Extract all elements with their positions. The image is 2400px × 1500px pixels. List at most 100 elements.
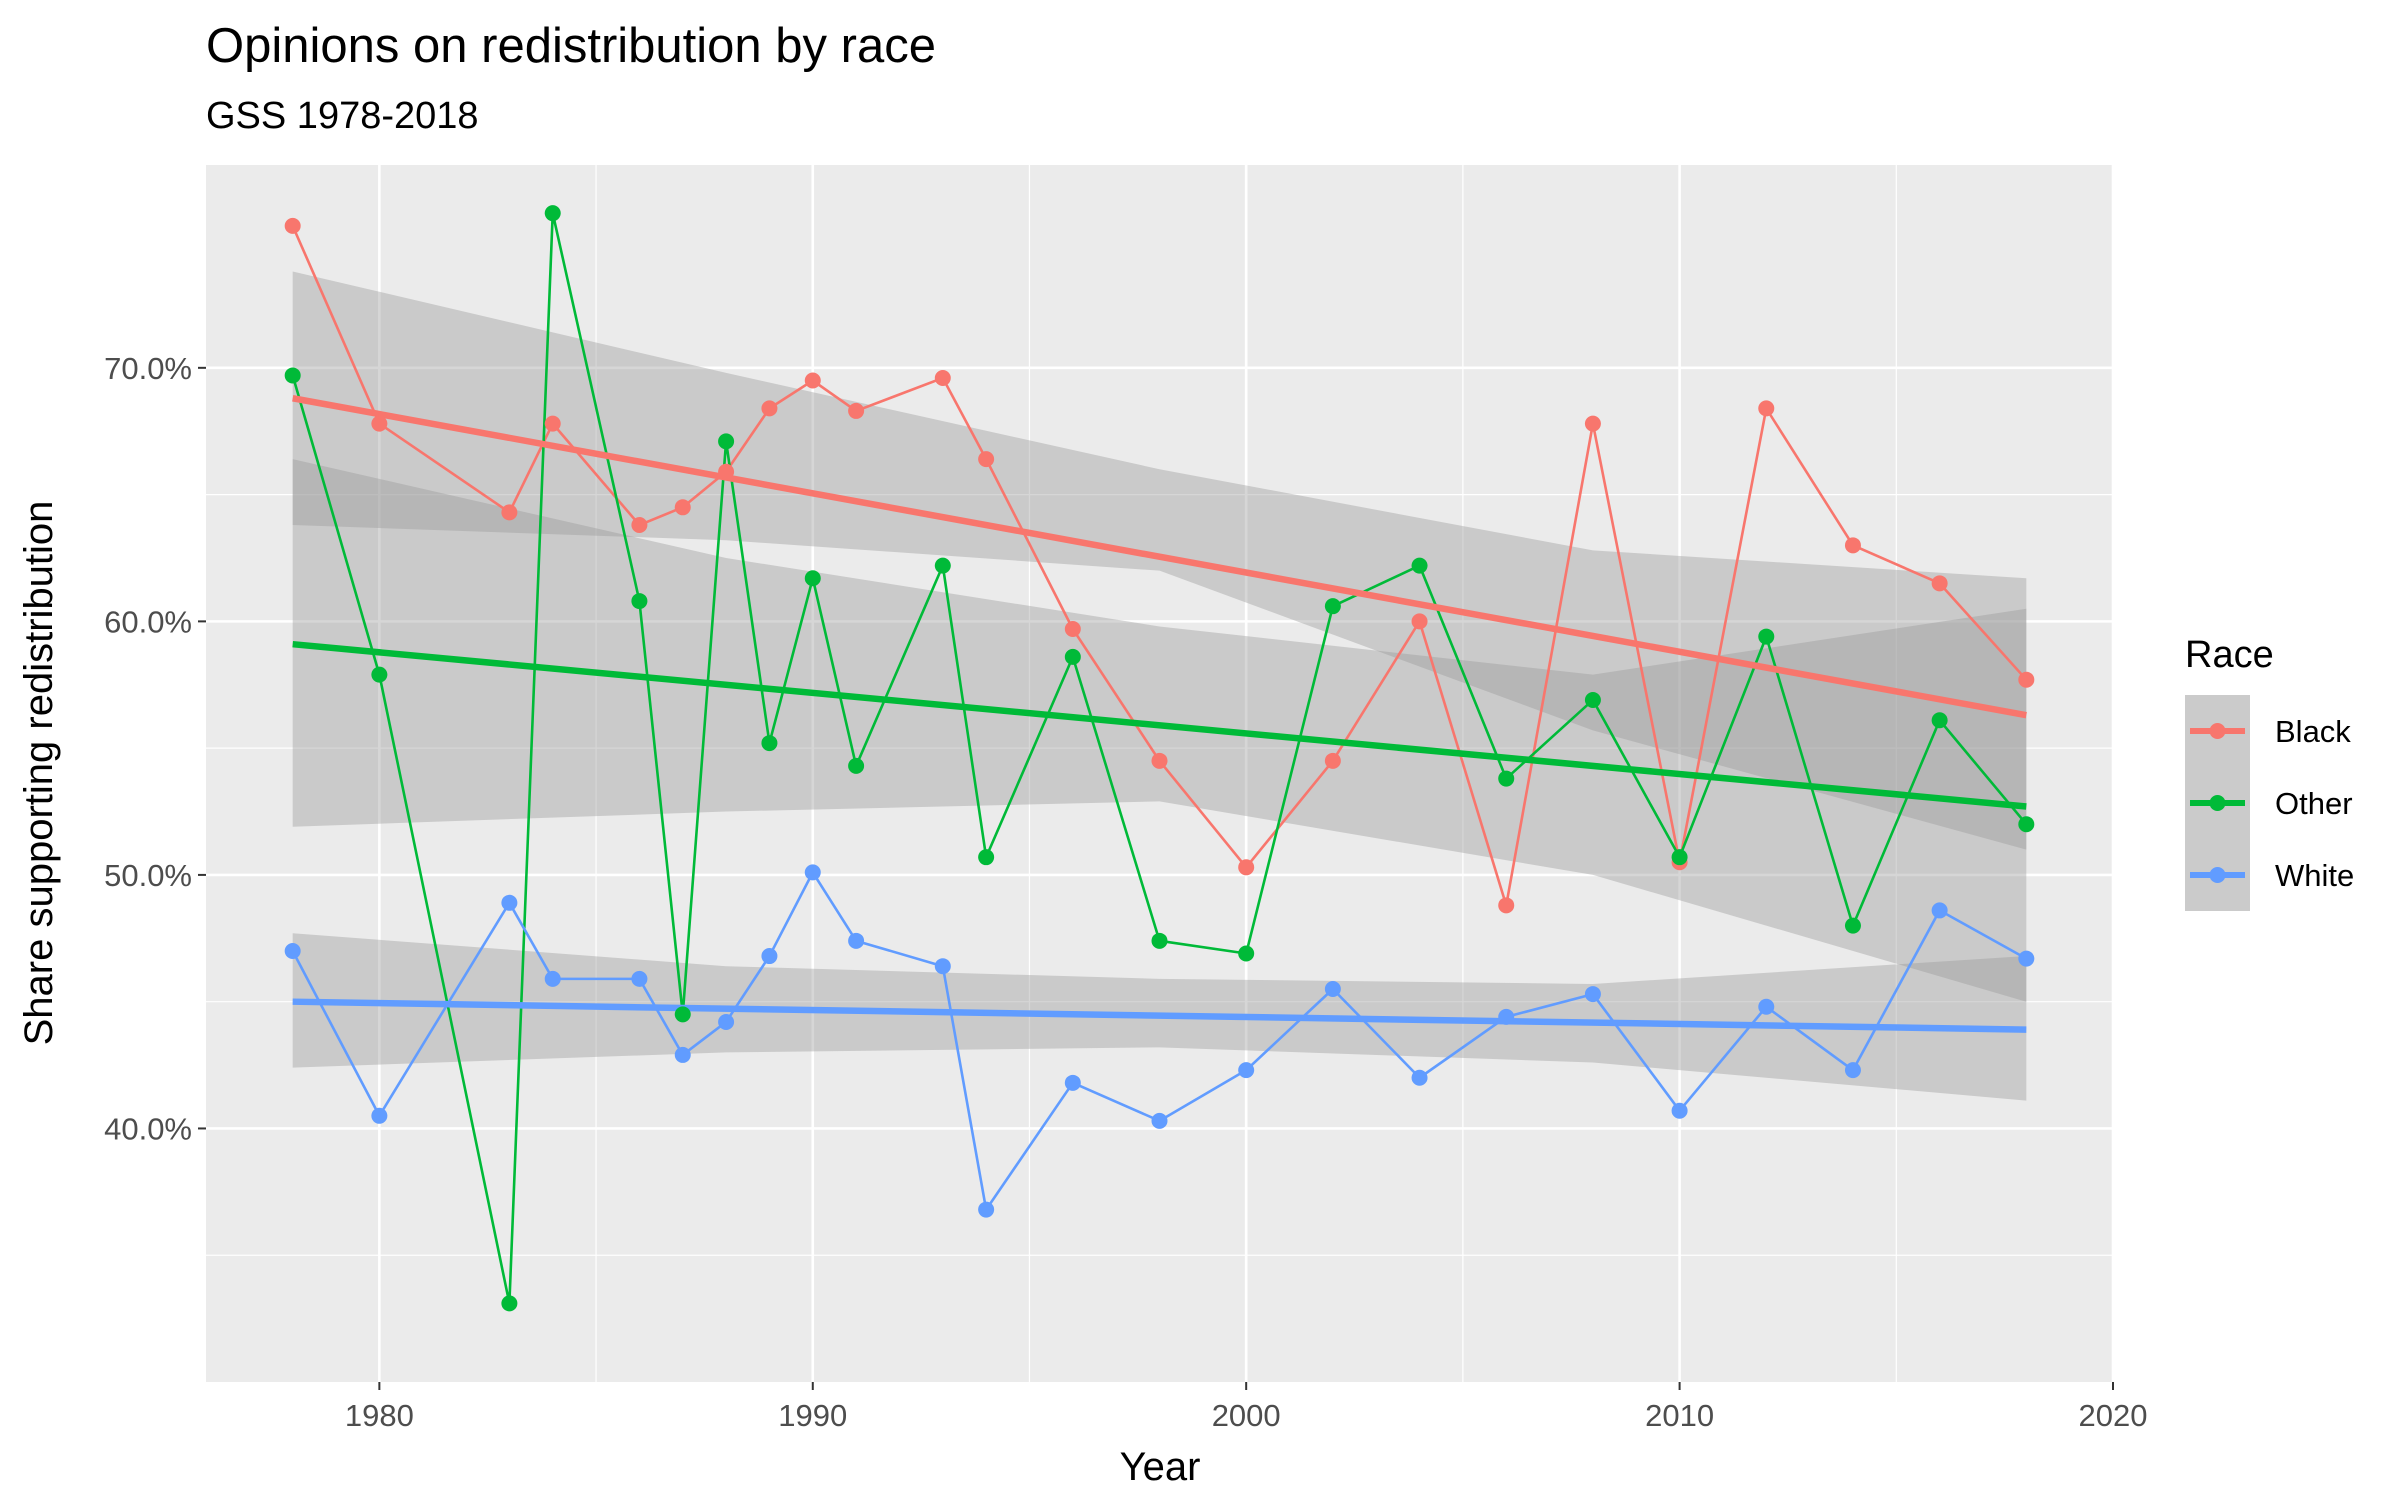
data-point-other [1498,770,1515,787]
data-point-white [1758,998,1775,1015]
data-point-other [761,735,778,752]
data-point-black [544,415,561,432]
data-point-black [1238,859,1255,876]
data-point-white [1324,981,1341,998]
data-point-other [1844,917,1861,934]
data-point-white [1844,1062,1861,1079]
data-point-white [1064,1074,1081,1091]
data-point-black [1931,575,1948,592]
data-point-white [371,1107,388,1124]
legend-items: Black Other White [2185,695,2354,911]
legend-item-other: Other [2185,767,2353,839]
data-point-black [631,517,648,534]
data-point-other [848,757,865,774]
confidence-band-other [292,459,2027,1002]
trend-line-black [292,395,2027,719]
chart-title: Opinions on redistribution by race [206,19,936,73]
x-tick-label: 1990 [778,1398,847,1433]
data-point-white [674,1046,691,1063]
legend-label: White [2275,858,2354,893]
data-point-white [804,864,821,881]
data-point-other [284,367,301,384]
data-point-other [1931,712,1948,729]
x-axis-title: Year [1120,1445,1201,1489]
series-lines [291,211,2028,1305]
x-tick-label: 2020 [2079,1398,2148,1433]
data-point-black [934,369,951,386]
data-point-black [978,451,995,468]
data-point-white [1584,986,1601,1003]
data-point-black [761,400,778,417]
data-point-white [848,932,865,949]
data-point-black [1324,752,1341,769]
data-point-black [1584,415,1601,432]
data-point-white [1151,1112,1168,1129]
series-line-black [291,225,2028,907]
data-point-other [1584,691,1601,708]
trend-line-white [292,998,2027,1033]
data-point-black [1151,752,1168,769]
y-tick-label: 50.0% [104,858,192,893]
trend-line-other [292,640,2027,810]
y-tick-label: 40.0% [104,1111,192,1146]
data-point-white [501,894,518,911]
data-point-black [1758,400,1775,417]
data-point-black [674,499,691,516]
data-point-other [1758,628,1775,645]
axes: 1980 1990 2000 2010 2020 40.0% 50.0% 60.0% 70.0% [104,351,2147,1433]
data-point-other [978,849,995,866]
data-point-other [934,557,951,574]
series-line-white [291,871,2027,1211]
data-point-white [1498,1008,1515,1025]
series-line-other [291,211,2028,1305]
data-point-white [544,970,561,987]
data-point-white [934,958,951,975]
series-points [284,205,2035,1312]
chart-subtitle: GSS 1978-2018 [206,95,479,137]
y-tick-label: 70.0% [104,351,192,386]
data-point-black [371,415,388,432]
x-tick-label: 1980 [345,1398,414,1433]
data-point-white [978,1201,995,1218]
data-point-white [284,942,301,959]
data-point-other [1324,598,1341,615]
data-point-white [631,970,648,987]
data-point-black [501,504,518,521]
data-point-black [848,402,865,419]
data-point-other [1671,849,1688,866]
data-point-other [804,570,821,587]
y-tick-label: 60.0% [104,604,192,639]
data-point-other [1151,932,1168,949]
legend: Race Black Other White [2185,634,2354,911]
x-tick-label: 2010 [1645,1398,1714,1433]
x-tick-label: 2000 [1212,1398,1281,1433]
data-point-other [501,1295,518,1312]
data-point-other [2018,816,2035,833]
data-point-black [804,372,821,389]
data-point-other [1238,945,1255,962]
y-axis-title: Share supporting redistribution [17,501,61,1046]
data-point-white [1931,902,1948,919]
legend-key-point [2209,723,2226,739]
data-point-black [1844,537,1861,554]
data-point-white [761,948,778,965]
data-point-other [371,666,388,683]
legend-key-point [2209,795,2226,811]
data-point-black [1064,620,1081,637]
legend-item-white: White [2185,839,2354,911]
data-point-black [1498,897,1515,914]
data-point-white [718,1013,735,1030]
data-point-other [1064,648,1081,665]
data-point-other [631,593,648,610]
data-point-black [1411,613,1428,630]
data-point-white [1671,1102,1688,1119]
data-point-other [674,1006,691,1023]
data-point-white [1411,1069,1428,1086]
data-point-black [718,463,735,480]
data-point-other [718,433,735,450]
legend-item-black: Black [2185,695,2351,767]
legend-label: Black [2275,714,2351,749]
data-point-white [2018,950,2035,967]
